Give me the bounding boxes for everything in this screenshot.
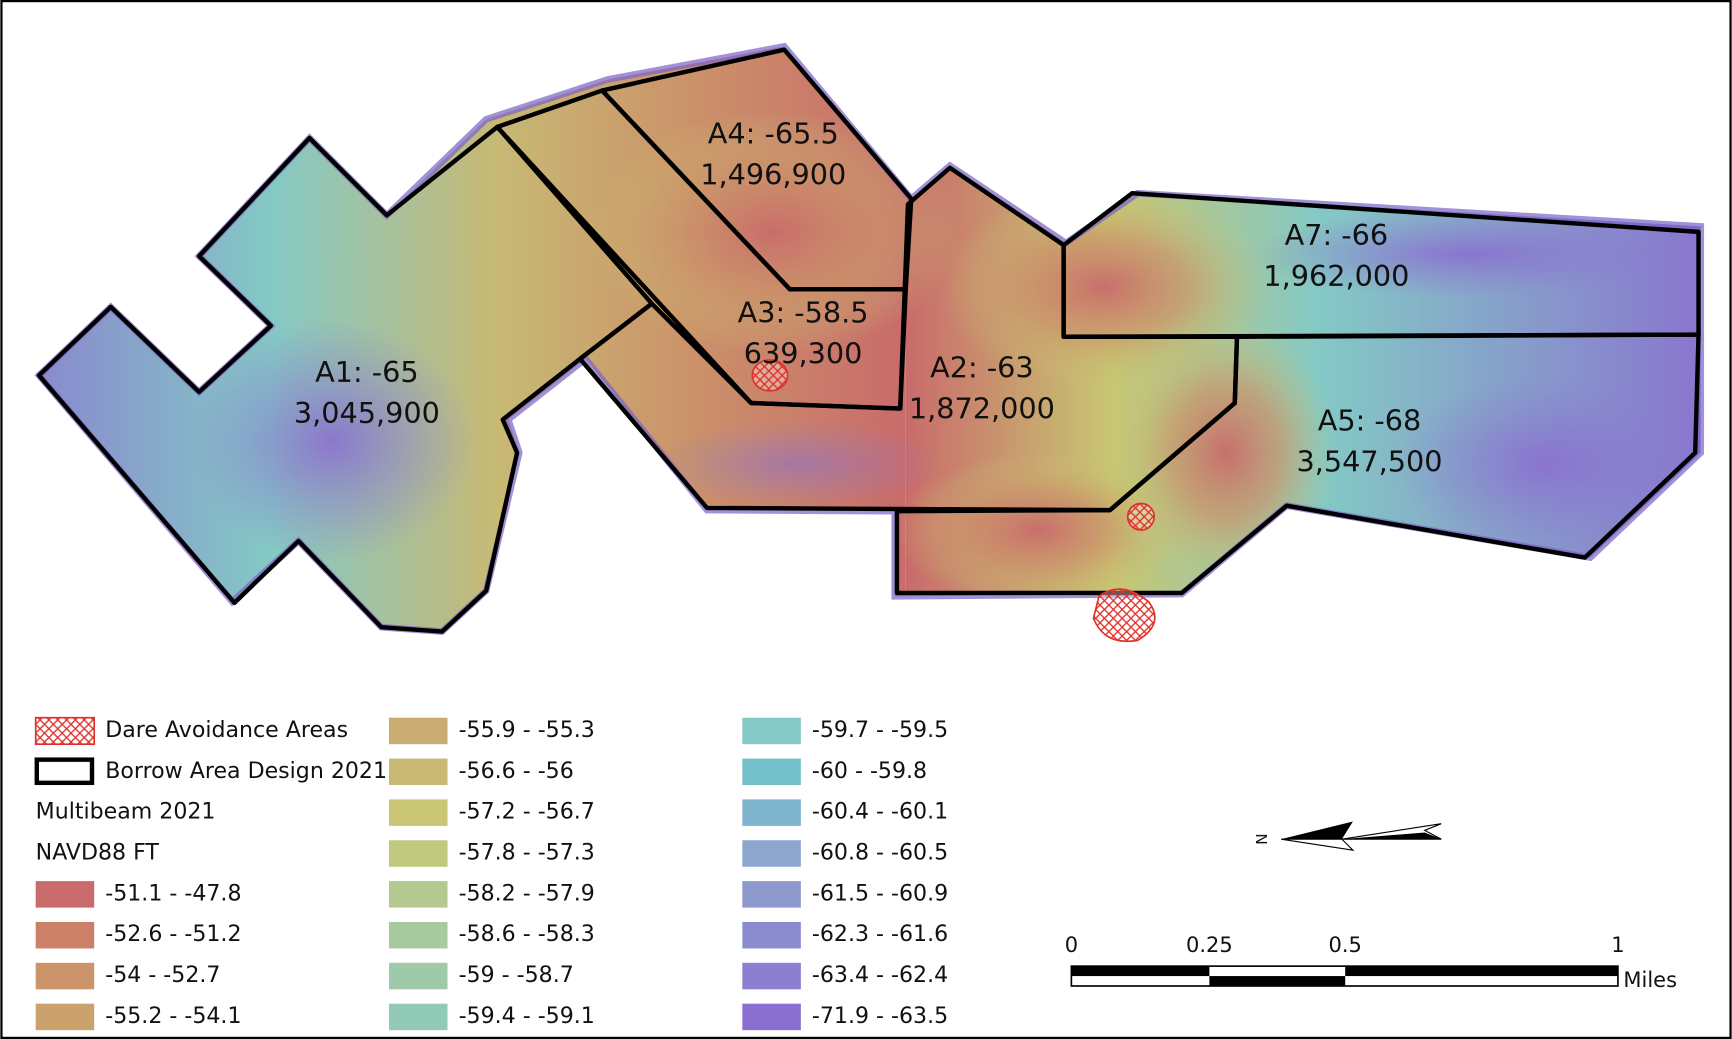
area-volume: 639,300: [744, 336, 863, 370]
area-name: A7: -66: [1285, 218, 1389, 252]
legend-label: -55.2 - -54.1: [105, 1004, 241, 1029]
legend-label: -58.6 - -58.3: [459, 922, 595, 947]
legend-label: -60.4 - -60.1: [812, 800, 948, 825]
legend-swatch: [742, 840, 801, 866]
area-name: A5: -68: [1318, 404, 1422, 438]
legend-label: -61.5 - -60.9: [812, 881, 948, 906]
map: A1: -65 3,045,900 A4: -65.5 1,496,900 A3: -5…: [0, 0, 1732, 1039]
scale-unit: Miles: [1623, 968, 1677, 992]
scale-tick-label: 0.5: [1329, 933, 1362, 957]
legend-label: -52.6 - -51.2: [105, 922, 241, 947]
legend-label: -56.6 - -56: [459, 759, 574, 784]
legend-swatch: [389, 922, 448, 948]
legend-label: -59.4 - -59.1: [459, 1004, 595, 1029]
legend-label: -62.3 - -61.6: [812, 922, 948, 947]
area-name: A2: -63: [930, 351, 1034, 385]
scale-tick-label: 0: [1065, 933, 1078, 957]
legend-label: -59 - -58.7: [459, 963, 574, 988]
legend-swatch: [742, 922, 801, 948]
legend-label: -71.9 - -63.5: [812, 1004, 948, 1029]
legend-label: -58.2 - -57.9: [459, 881, 595, 906]
legend-swatch: [742, 759, 801, 785]
legend-label: -60 - -59.8: [812, 759, 927, 784]
north-label: N: [1253, 833, 1271, 845]
legend-swatch: [389, 718, 448, 744]
legend-label: -57.8 - -57.3: [459, 841, 595, 866]
legend-swatch: [389, 881, 448, 907]
legend-swatch: [389, 963, 448, 989]
legend-swatch: [389, 840, 448, 866]
legend-heading: Multibeam 2021: [36, 800, 216, 825]
legend-label: -63.4 - -62.4: [812, 963, 948, 988]
legend-label: Dare Avoidance Areas: [105, 718, 348, 743]
scale-tick-label: 1: [1611, 933, 1624, 957]
legend-swatch: [36, 1004, 95, 1030]
legend-swatch: [742, 1004, 801, 1030]
legend-swatch: [36, 922, 95, 948]
legend-label: Borrow Area Design 2021: [105, 759, 387, 784]
legend-swatch: [742, 718, 801, 744]
legend-label: -51.1 - -47.8: [105, 881, 241, 906]
legend-swatch: [389, 759, 448, 785]
legend-label: -60.8 - -60.5: [812, 841, 948, 866]
legend-label: -55.9 - -55.3: [459, 718, 595, 743]
area-volume: 1,962,000: [1263, 259, 1409, 293]
legend-hatch: [36, 718, 95, 744]
area-name: A1: -65: [315, 355, 419, 389]
legend-swatch: [36, 881, 95, 907]
legend-swatch: [389, 1004, 448, 1030]
avoidance-area: [1128, 503, 1154, 529]
legend-swatch: [742, 963, 801, 989]
area-name: A4: -65.5: [708, 117, 839, 151]
scale-tick-label: 0.25: [1186, 933, 1233, 957]
area-volume: 1,872,000: [909, 391, 1055, 425]
legend-swatch: [36, 963, 95, 989]
area-volume: 1,496,900: [700, 157, 846, 191]
legend-label: -57.2 - -56.7: [459, 800, 595, 825]
legend-label: -54 - -52.7: [105, 963, 220, 988]
legend-label: -59.7 - -59.5: [812, 718, 948, 743]
legend-swatch: [742, 799, 801, 825]
legend-swatch: [742, 881, 801, 907]
legend-heading: NAVD88 FT: [36, 841, 160, 866]
area-name: A3: -58.5: [738, 295, 869, 329]
area-volume: 3,045,900: [294, 396, 440, 430]
area-volume: 3,547,500: [1296, 444, 1442, 478]
legend-swatch: [389, 799, 448, 825]
